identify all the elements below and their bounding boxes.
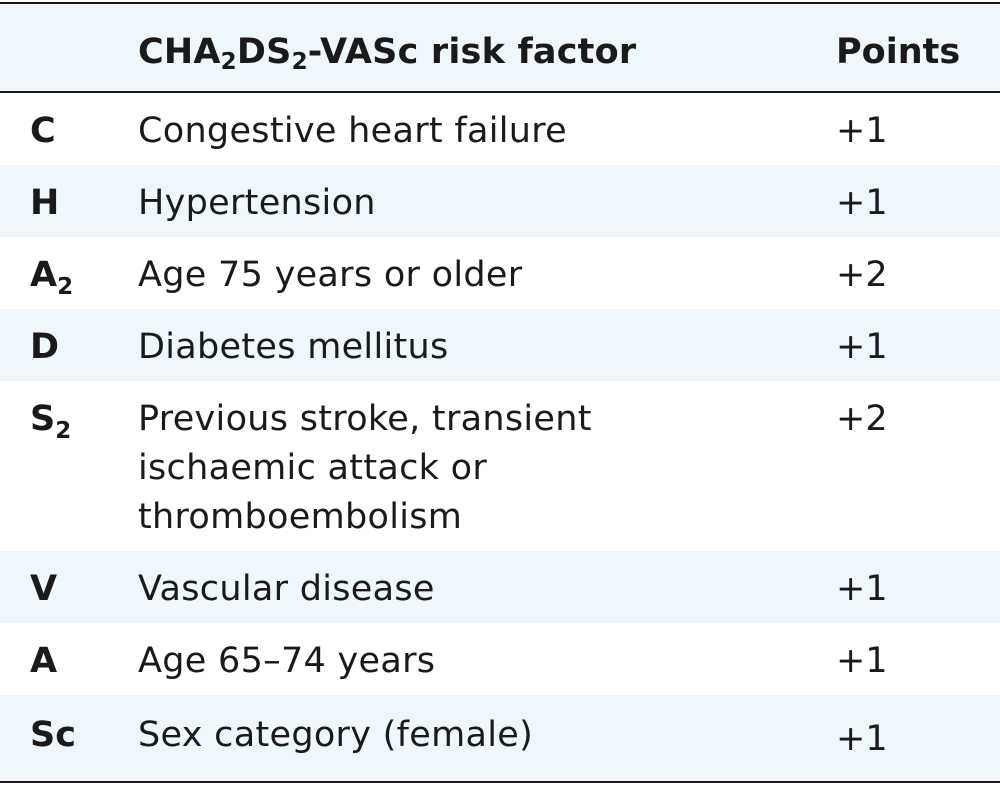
row-factor: Hypertension — [138, 183, 376, 223]
row-code: Sc — [30, 715, 76, 755]
row-points: +1 — [836, 327, 888, 367]
table-row: D Diabetes mellitus +1 — [0, 309, 1000, 381]
row-factor: Age 75 years or older — [138, 255, 523, 295]
header-risk-factor: CHA2DS2-VASc risk factor — [138, 32, 637, 75]
row-points: +1 — [836, 641, 888, 681]
row-code: A — [30, 641, 58, 681]
row-factor: Previous stroke, transient ischaemic att… — [138, 399, 592, 537]
table-bottom-rule — [0, 781, 1000, 783]
table-top-rule — [0, 2, 1000, 4]
row-code: D — [30, 327, 60, 367]
table-row: A Age 65–74 years +1 — [0, 623, 1000, 695]
row-factor: Age 65–74 years — [138, 641, 436, 681]
row-code: A2 — [30, 255, 74, 300]
row-points: +1 — [836, 569, 888, 609]
row-factor: Vascular disease — [138, 569, 435, 609]
row-points: +1 — [836, 719, 888, 759]
row-factor: Congestive heart failure — [138, 111, 567, 151]
row-code: C — [30, 111, 56, 151]
row-points: +2 — [836, 255, 888, 295]
table-row: Sc Sex category (female) +1 — [0, 695, 1000, 781]
row-code: V — [30, 569, 58, 609]
row-points: +1 — [836, 183, 888, 223]
row-factor: Sex category (female) — [138, 715, 534, 755]
row-code: H — [30, 183, 60, 223]
row-factor: Diabetes mellitus — [138, 327, 449, 367]
row-points: +2 — [836, 399, 888, 439]
table-row: V Vascular disease +1 — [0, 551, 1000, 623]
table-row: H Hypertension +1 — [0, 165, 1000, 237]
table-row: A2 Age 75 years or older +2 — [0, 237, 1000, 309]
header-rule — [0, 91, 1000, 93]
table-row: S2 Previous stroke, transient ischaemic … — [0, 381, 1000, 551]
table-header: CHA2DS2-VASc risk factor Points — [0, 4, 1000, 91]
header-points: Points — [836, 32, 961, 72]
row-points: +1 — [836, 111, 888, 151]
table-row: C Congestive heart failure +1 — [0, 93, 1000, 165]
row-code: S2 — [30, 399, 72, 444]
